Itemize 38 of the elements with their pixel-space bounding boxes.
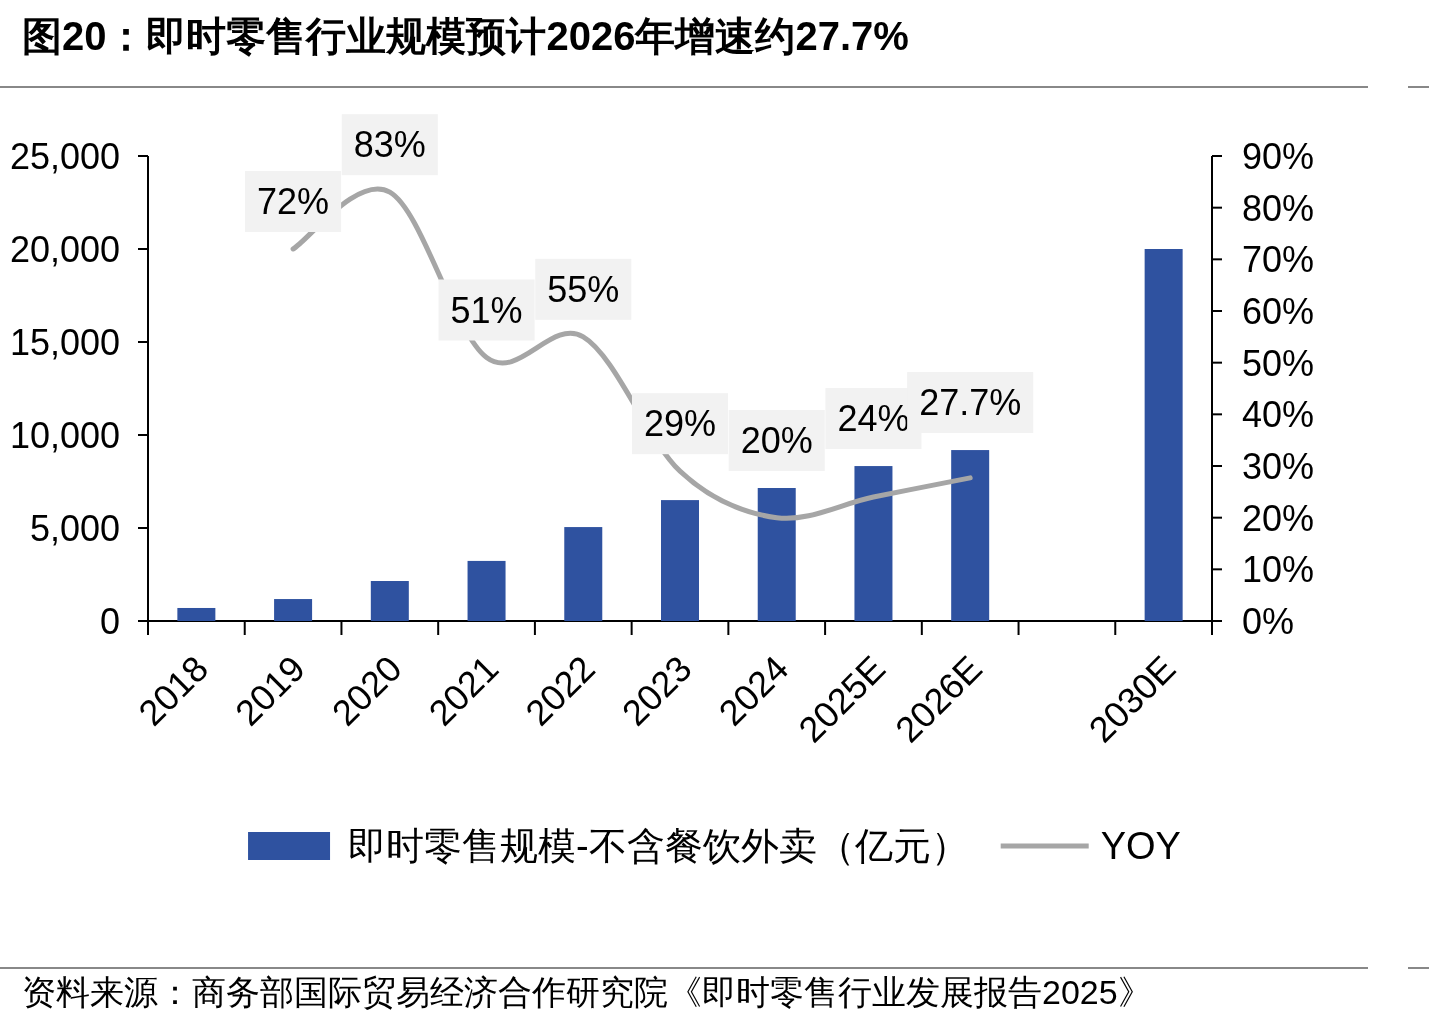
y2-tick-label: 60% <box>1242 291 1315 332</box>
y-tick-label: 5,000 <box>29 508 120 549</box>
y2-tick-label: 20% <box>1242 497 1315 539</box>
data-label: 55% <box>547 268 620 310</box>
bar <box>467 560 506 621</box>
data-label: 51% <box>450 289 523 331</box>
y2-tick-label: 80% <box>1242 187 1315 229</box>
legend-label: 即时零售规模-不含餐饮外卖（亿元） <box>348 825 969 867</box>
chart-title: 图20：即时零售行业规模预计2026年增速约27.7% <box>22 14 909 58</box>
data-label: 27.7% <box>919 382 1022 424</box>
y-tick-label: 25,000 <box>9 136 120 177</box>
bar <box>757 488 796 621</box>
y2-tick-label: 10% <box>1242 549 1315 591</box>
bar <box>1144 249 1183 621</box>
y2-tick-label: 70% <box>1242 239 1315 281</box>
bar <box>951 450 990 621</box>
bar <box>177 607 216 621</box>
bar <box>661 500 699 621</box>
text: 资料来源：商务部国际贸易经济合作研究院《即时零售行业发展报告2025》 <box>22 973 1152 1011</box>
legend-label: YOY <box>1100 825 1181 867</box>
bar <box>854 466 893 621</box>
data-label: 24% <box>837 398 910 440</box>
data-label: 83% <box>353 124 426 166</box>
y-tick-label: 0 <box>99 601 120 642</box>
y2-tick-label: 90% <box>1242 136 1315 177</box>
data-label: 72% <box>257 181 330 222</box>
bar <box>370 581 409 621</box>
y2-tick-label: 0% <box>1242 601 1295 642</box>
y2-tick-label: 40% <box>1242 394 1315 436</box>
y-tick-label: 10,000 <box>9 415 120 456</box>
y2-tick-label: 30% <box>1242 446 1315 487</box>
y-tick-label: 20,000 <box>9 229 120 270</box>
bar <box>274 599 313 621</box>
data-label: 20% <box>740 420 813 462</box>
y-tick-label: 15,000 <box>9 322 120 363</box>
data-label: 29% <box>643 403 717 445</box>
y2-tick-label: 50% <box>1242 342 1315 384</box>
bar <box>564 527 603 621</box>
